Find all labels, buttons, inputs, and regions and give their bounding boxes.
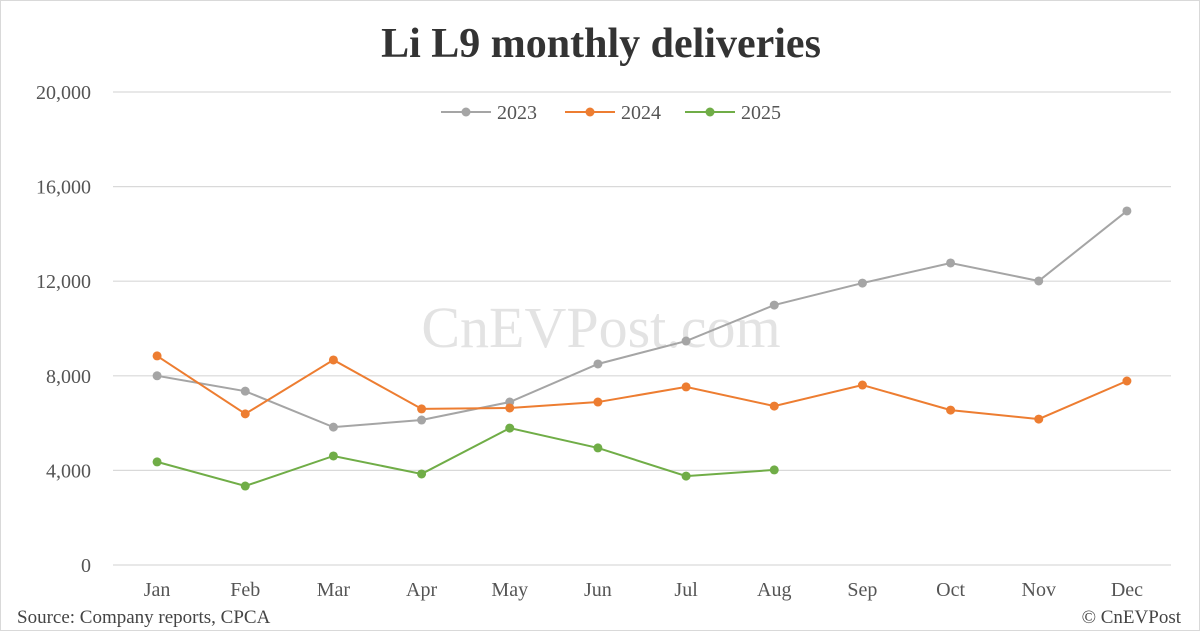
x-tick-label: Jul	[674, 579, 698, 601]
legend-marker-2023	[461, 107, 471, 117]
y-tick-label: 4,000	[46, 460, 91, 482]
legend-marker-2025	[705, 107, 715, 117]
x-tick-label: Apr	[406, 579, 437, 601]
data-point-2023	[328, 422, 338, 432]
series-line-2024	[156, 355, 1128, 421]
data-point-2023	[769, 300, 779, 310]
series-line-2023	[156, 210, 1128, 429]
data-point-2024	[857, 380, 867, 390]
data-point-2024	[593, 397, 603, 407]
data-point-2024	[1122, 376, 1132, 386]
x-tick-label: Jun	[584, 579, 612, 601]
x-tick-label: Oct	[936, 579, 965, 601]
legend-marker-2024	[585, 107, 595, 117]
y-tick-label: 16,000	[36, 177, 91, 199]
data-point-2023	[857, 278, 867, 288]
data-point-2023	[417, 415, 427, 425]
data-point-2025	[417, 469, 427, 479]
data-point-2025	[681, 471, 691, 481]
x-tick-label: May	[491, 579, 528, 601]
legend-label: 2025	[741, 102, 781, 124]
series-line-2025	[156, 427, 775, 488]
watermark: CnEVPost.com	[421, 295, 780, 360]
y-tick-label: 0	[81, 555, 91, 577]
x-tick-label: Nov	[1022, 579, 1056, 601]
data-point-2024	[240, 409, 250, 419]
data-point-2024	[769, 401, 779, 411]
data-point-2024	[417, 404, 427, 414]
data-point-2023	[152, 371, 162, 381]
data-point-2024	[681, 382, 691, 392]
data-point-2023	[1034, 276, 1044, 286]
data-point-2023	[593, 359, 603, 369]
y-tick-label: 12,000	[36, 271, 91, 293]
data-point-2024	[328, 355, 338, 365]
x-tick-label: Jan	[144, 579, 171, 601]
x-tick-label: Sep	[847, 579, 877, 601]
y-tick-label: 20,000	[36, 82, 91, 104]
data-point-2024	[152, 351, 162, 361]
data-point-2024	[1034, 414, 1044, 424]
chart-title: Li L9 monthly deliveries	[381, 21, 821, 67]
copyright-note: © CnEVPost	[1082, 607, 1182, 628]
data-point-2025	[769, 465, 779, 475]
x-tick-label: Mar	[317, 579, 351, 601]
x-tick-label: Feb	[230, 579, 260, 601]
data-point-2025	[240, 481, 250, 491]
data-point-2024	[946, 405, 956, 415]
data-point-2023	[1122, 206, 1132, 216]
x-tick-label: Aug	[757, 579, 791, 601]
data-point-2023	[946, 258, 956, 268]
legend-label: 2023	[497, 102, 537, 124]
data-point-2025	[505, 423, 515, 433]
source-note: Source: Company reports, CPCA	[17, 607, 271, 628]
data-point-2025	[328, 451, 338, 461]
x-tick-label: Dec	[1111, 579, 1143, 601]
y-tick-label: 8,000	[46, 366, 91, 388]
data-point-2023	[240, 386, 250, 396]
legend-label: 2024	[621, 102, 661, 124]
data-point-2023	[681, 336, 691, 346]
data-point-2025	[593, 443, 603, 453]
data-point-2025	[152, 457, 162, 467]
data-point-2024	[505, 403, 515, 413]
